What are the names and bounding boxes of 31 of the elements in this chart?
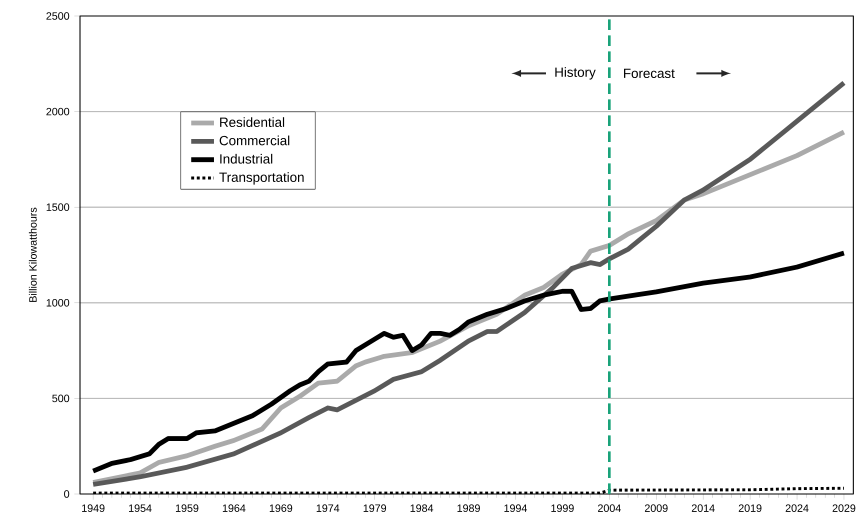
y-tick-label: 1500: [46, 203, 70, 211]
x-tick-label: 1989: [458, 504, 480, 512]
x-tick-label: 1984: [410, 504, 434, 512]
legend-label: Residential: [220, 117, 284, 127]
x-tick-label: 1974: [316, 504, 340, 512]
x-tick-label: 1994: [504, 504, 528, 512]
x-tick-label: 1949: [82, 504, 104, 512]
x-tick-label: 2004: [598, 504, 621, 512]
x-tick-label: 2009: [644, 504, 668, 512]
y-axis-title: Billion Kilowatthours: [28, 208, 37, 302]
x-tick-label: 1979: [364, 504, 386, 512]
x-tick-label: 2029: [832, 504, 856, 512]
x-tick-label: 1999: [551, 504, 574, 512]
x-tick-label: 1954: [129, 504, 152, 512]
x-tick-label: 2024: [786, 504, 809, 512]
y-tick-label: 1000: [46, 299, 70, 307]
legend-label: Transportation: [219, 172, 304, 185]
x-tick-label: 1969: [270, 504, 292, 512]
x-tick-label: 2019: [738, 504, 762, 512]
legend-label: Commercial: [220, 136, 290, 146]
annotation: Forecast: [624, 68, 675, 78]
annotation: History: [555, 67, 596, 80]
y-tick-label: 500: [52, 394, 70, 402]
y-tick-label: 2500: [46, 12, 70, 20]
x-tick-label: 1959: [176, 504, 198, 512]
legend-label: Industrial: [220, 154, 272, 164]
line-series: [90, 250, 846, 474]
y-tick-label: 0: [64, 490, 70, 498]
y-tick-label: 2000: [46, 108, 70, 116]
x-tick-label: 1964: [222, 504, 246, 512]
x-tick-label: 2014: [692, 504, 715, 512]
